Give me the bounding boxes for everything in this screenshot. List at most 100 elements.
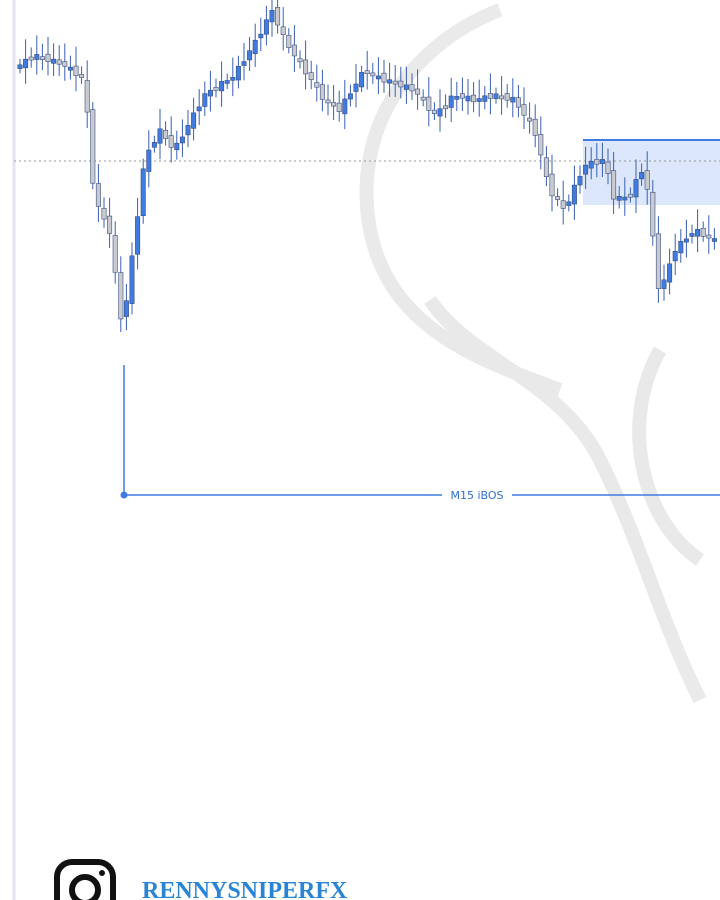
candle-part [616, 196, 622, 201]
brand-handle: RENNYSNIPERFX [142, 878, 348, 900]
candle-part [45, 53, 51, 62]
candle-part [34, 54, 40, 60]
bos-label: M15 iBOS [450, 489, 503, 502]
candle-part [527, 117, 533, 122]
candle-part [336, 102, 342, 112]
candle-part [17, 64, 23, 69]
candle-part [487, 93, 493, 99]
candle-part [381, 72, 387, 83]
candle-part [661, 279, 667, 289]
candle-part [655, 233, 661, 290]
candle-part [207, 89, 213, 97]
candle-part [263, 19, 269, 35]
candle-part [633, 179, 639, 198]
candle-part [191, 112, 197, 129]
candle-part [667, 263, 673, 283]
candle-part [90, 109, 96, 184]
candle-part [543, 157, 549, 178]
candle-part [471, 94, 477, 103]
candle-part [79, 74, 85, 78]
candle-part [67, 66, 73, 71]
candle-part [599, 159, 605, 164]
candle-part [605, 161, 611, 174]
candle-part [532, 118, 538, 136]
candle-part [476, 98, 482, 102]
candle-part [426, 96, 432, 111]
candle-part [415, 88, 421, 95]
candle-part [84, 80, 90, 113]
candle-part [56, 59, 62, 65]
candle-part [342, 98, 348, 115]
candle-part [403, 84, 409, 90]
candle-part [549, 173, 555, 197]
candle-part [672, 251, 678, 262]
candle-part [347, 93, 353, 100]
candle-part [286, 34, 292, 48]
candle-part [409, 84, 415, 92]
candle-part [454, 96, 460, 100]
candle-part [291, 44, 297, 57]
watermark [359, 3, 707, 704]
candle-part [163, 130, 169, 139]
candle-part [179, 136, 185, 144]
candle-part [196, 106, 202, 112]
label-bg [442, 486, 512, 504]
candle-part [627, 193, 633, 198]
candle-part [297, 58, 303, 63]
candle-part [678, 241, 684, 254]
candle-part [510, 96, 516, 103]
candle-part [62, 61, 68, 67]
candle-part [174, 142, 180, 151]
candle-part [325, 99, 331, 104]
candle-part [252, 39, 258, 54]
candle-part [437, 108, 443, 117]
candle-part [420, 96, 426, 101]
candle-part [711, 238, 717, 242]
candle-part [370, 72, 376, 77]
candle-part [224, 80, 230, 84]
candle-part [650, 191, 656, 237]
candle-part [375, 75, 381, 80]
candle-part [538, 133, 544, 156]
candle-part [583, 164, 589, 175]
candle-part [129, 255, 135, 304]
candle-part [577, 176, 583, 186]
candle-part [515, 97, 521, 108]
candle-part [594, 159, 600, 165]
candle-part [644, 170, 650, 190]
candle-part [314, 82, 320, 88]
candle-part [51, 58, 57, 64]
candle-part [280, 26, 286, 35]
candle-part [459, 93, 465, 99]
candle-part [560, 200, 566, 209]
candle-part [235, 65, 241, 81]
candle-part [364, 70, 370, 75]
candle-part [73, 65, 79, 77]
candle-part [269, 10, 275, 23]
candle-part [219, 81, 225, 92]
candle-part [639, 172, 645, 180]
candle-part [28, 56, 34, 61]
candle-part [706, 234, 712, 239]
bos-point [120, 491, 128, 499]
candle-part [230, 77, 236, 81]
candle-part [157, 128, 163, 144]
candle-part [213, 86, 219, 91]
candle-part [168, 135, 174, 148]
instagram-icon [54, 859, 116, 900]
candle-part [353, 83, 359, 92]
candle-part [622, 196, 628, 201]
candle-part [319, 84, 325, 100]
candle-part [359, 72, 365, 88]
candle-part [303, 59, 309, 75]
candle-part [23, 58, 29, 69]
candle-part [700, 227, 706, 237]
candle-part [258, 33, 264, 39]
candle-part [107, 215, 113, 234]
candle-part [443, 105, 449, 110]
candle-part [308, 72, 314, 80]
candle-part [504, 93, 510, 101]
candle-part [611, 170, 617, 200]
candle-part [140, 168, 146, 217]
